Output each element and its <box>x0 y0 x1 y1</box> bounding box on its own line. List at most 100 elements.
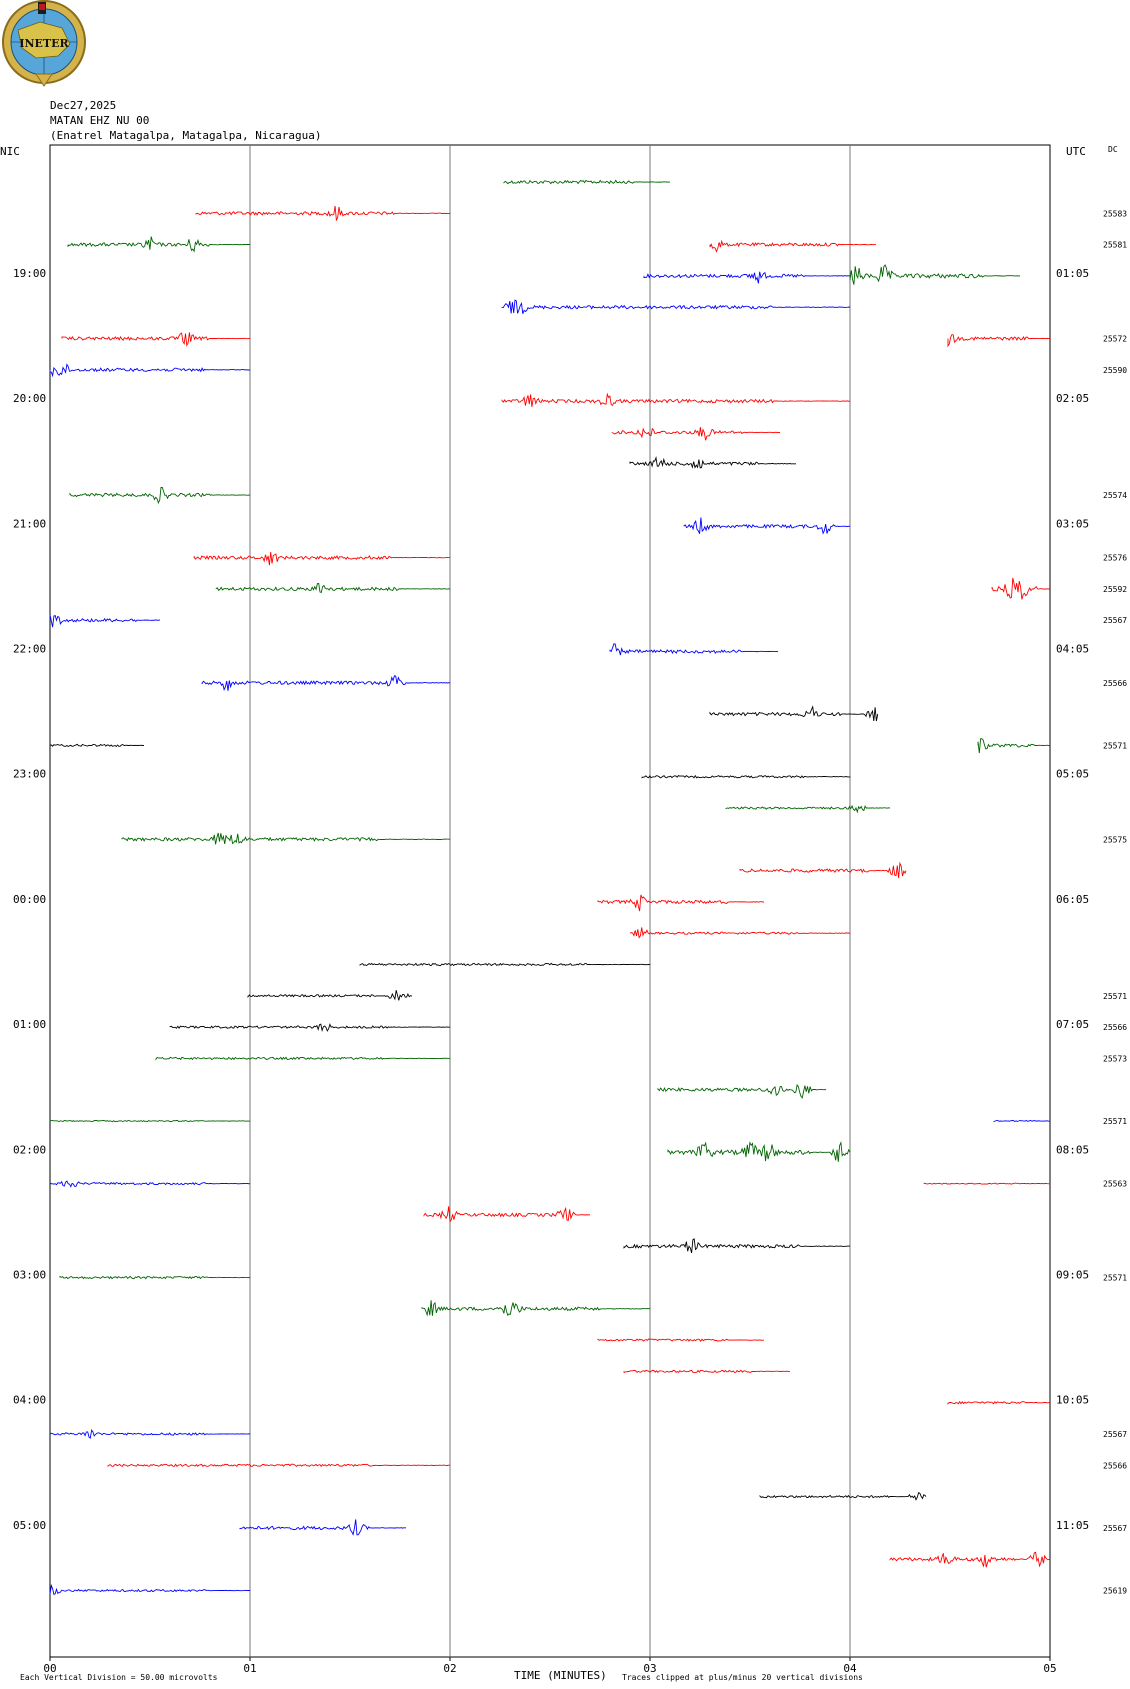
seismic-trace <box>657 1083 827 1099</box>
seismic-trace <box>643 271 850 284</box>
left-hour-label: 22:00 <box>13 643 46 656</box>
seismic-trace <box>629 927 851 939</box>
seismic-trace <box>49 743 145 748</box>
seismic-trace <box>501 392 851 407</box>
seismic-trace <box>947 334 1051 348</box>
dc-offset-label: 25567 <box>1103 616 1127 625</box>
seismic-trace <box>169 1023 450 1033</box>
seismic-trace <box>991 577 1051 600</box>
record-date: Dec27,2025 <box>50 99 117 112</box>
x-tick-label: 03 <box>643 1662 656 1675</box>
logo-text: INETER <box>19 37 69 50</box>
right-hour-label: 02:05 <box>1056 392 1089 405</box>
seismic-trace <box>107 1463 451 1468</box>
seismic-trace <box>993 1119 1051 1123</box>
dc-offset-label: 25566 <box>1103 1023 1127 1032</box>
seismic-trace <box>623 1369 790 1374</box>
seismic-trace <box>503 179 671 185</box>
right-hour-label: 03:05 <box>1056 517 1089 530</box>
seismic-trace <box>667 1140 851 1162</box>
left-hour-label: 01:00 <box>13 1018 46 1031</box>
dc-offset-label: 25567 <box>1103 1430 1127 1439</box>
scale-note: Each Vertical Division = 50.00 microvolt… <box>20 1673 218 1682</box>
seismic-trace <box>923 1182 1051 1185</box>
dc-offset-label: 25566 <box>1103 679 1127 688</box>
seismic-trace <box>49 363 251 378</box>
ineter-logo: INETER <box>2 0 86 87</box>
seismic-trace <box>977 738 1051 754</box>
seismic-trace <box>759 1491 927 1501</box>
seismic-trace <box>201 675 451 691</box>
right-hour-label: 06:05 <box>1056 893 1089 906</box>
seismic-trace <box>49 614 161 628</box>
clip-note: Traces clipped at plus/minus 20 vertical… <box>622 1673 863 1682</box>
right-hour-label: 04:05 <box>1056 643 1089 656</box>
seismic-trace <box>215 583 451 593</box>
plot-frame <box>49 144 1051 1658</box>
left-hour-label: 20:00 <box>13 392 46 405</box>
dc-offset-label: 25571 <box>1103 741 1127 750</box>
dc-offset-label: 25590 <box>1103 366 1127 375</box>
seismic-trace <box>421 1300 651 1317</box>
seismic-trace <box>947 1400 1051 1405</box>
left-hour-label: 19:00 <box>13 267 46 280</box>
seismic-trace <box>247 990 413 1001</box>
x-tick-label: 05 <box>1043 1662 1056 1675</box>
dc-offset-label: 25563 <box>1103 1180 1127 1189</box>
seismic-trace <box>155 1056 451 1061</box>
dc-offset-label: 25566 <box>1103 1461 1127 1470</box>
seismic-trace <box>423 1206 591 1224</box>
left-hour-label: 04:00 <box>13 1394 46 1407</box>
seismic-trace <box>641 774 851 779</box>
seismic-trace <box>67 236 251 253</box>
dc-header: DC <box>1108 145 1118 154</box>
seismic-trace <box>739 861 907 879</box>
dc-offset-label: 25573 <box>1103 1054 1127 1063</box>
seismic-trace <box>49 1583 251 1596</box>
seismic-trace <box>195 205 451 221</box>
left-hour-label: 21:00 <box>13 517 46 530</box>
seismic-trace <box>629 456 797 469</box>
seismic-trace <box>49 1429 251 1439</box>
right-timezone: UTC <box>1066 145 1086 158</box>
right-hour-label: 07:05 <box>1056 1018 1089 1031</box>
seismic-trace <box>849 264 1021 285</box>
right-hour-label: 05:05 <box>1056 768 1089 781</box>
seismic-trace <box>597 1338 765 1342</box>
seismic-trace <box>49 1180 251 1188</box>
dc-offset-label: 25572 <box>1103 335 1127 344</box>
left-hour-label: 23:00 <box>13 768 46 781</box>
x-tick-label: 01 <box>243 1662 256 1675</box>
seismic-trace <box>623 1238 851 1254</box>
seismic-trace <box>889 1551 1050 1568</box>
station-location: (Enatrel Matagalpa, Matagalpa, Nicaragua… <box>50 129 322 142</box>
dc-offset-label: 25619 <box>1103 1587 1127 1596</box>
right-hour-label: 09:05 <box>1056 1269 1089 1282</box>
seismic-trace <box>709 705 879 722</box>
seismic-trace <box>59 1275 251 1280</box>
seismic-trace <box>609 643 779 656</box>
seismic-trace <box>683 517 851 535</box>
seismic-trace <box>49 1119 251 1123</box>
seismic-trace <box>193 551 450 566</box>
seismic-trace <box>709 239 876 253</box>
left-hour-label: 00:00 <box>13 893 46 906</box>
seismic-trace <box>501 299 851 314</box>
left-hour-label: 03:00 <box>13 1269 46 1282</box>
seismic-trace <box>61 332 250 347</box>
dc-offset-label: 25581 <box>1103 241 1127 250</box>
seismic-trace <box>611 427 781 441</box>
left-hour-label: 05:00 <box>13 1519 46 1532</box>
right-hour-label: 08:05 <box>1056 1143 1089 1156</box>
left-timezone: NIC <box>0 145 20 158</box>
dc-offset-label: 25574 <box>1103 491 1127 500</box>
seismic-trace <box>121 832 450 845</box>
seismic-trace <box>597 894 765 912</box>
dc-offset-label: 25592 <box>1103 585 1127 594</box>
left-hour-label: 02:00 <box>13 1143 46 1156</box>
seismic-trace <box>725 804 890 814</box>
x-tick-label: 00 <box>43 1662 56 1675</box>
seismic-trace <box>69 487 250 505</box>
dc-offset-label: 25571 <box>1103 1117 1127 1126</box>
dc-offset-label: 25571 <box>1103 992 1127 1001</box>
